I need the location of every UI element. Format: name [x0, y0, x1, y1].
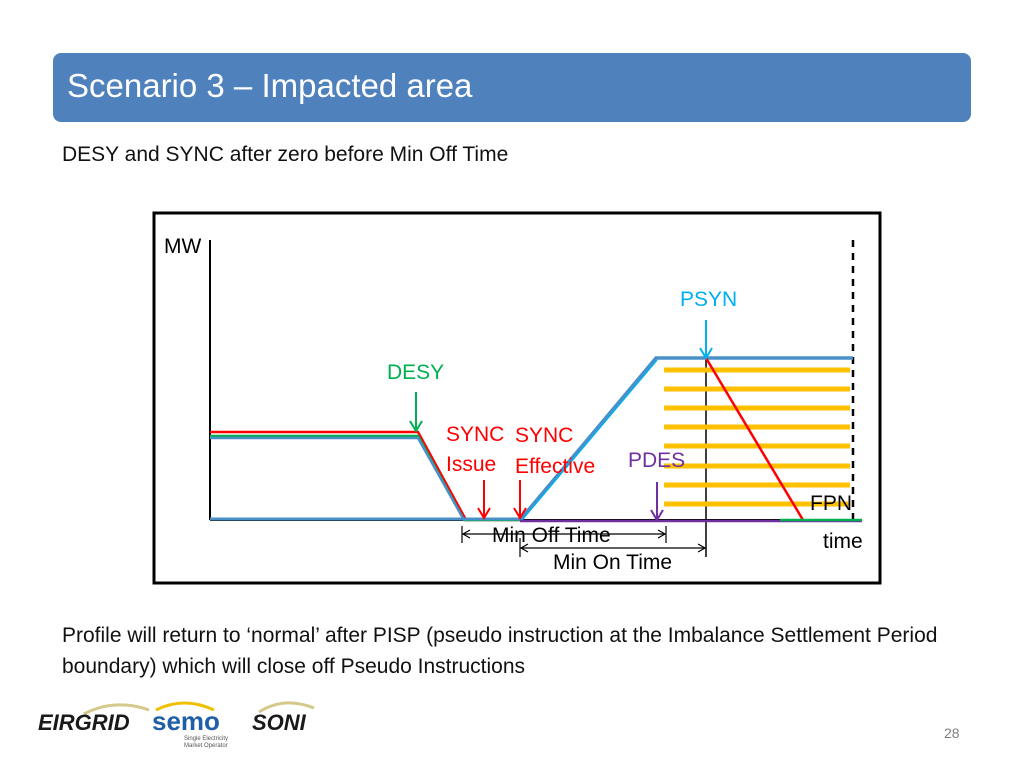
soni-logo: SONI [252, 701, 315, 735]
sync-ramp-line [518, 356, 853, 522]
semo-logo: semo Single Electricity Market Operator [152, 701, 228, 749]
slide-title: Scenario 3 – Impacted area [67, 67, 473, 104]
sync-effective-label-line2: Effective [515, 455, 595, 478]
min-on-time-label: Min On Time [553, 551, 672, 574]
sync-issue-label-line2: Issue [446, 453, 496, 476]
fpn-label: FPN [810, 492, 852, 515]
sync-issue-label-line1: SYNC [446, 423, 504, 446]
title-bar: Scenario 3 – Impacted area [53, 53, 971, 122]
min-on-time-bracket [519, 538, 707, 557]
svg-text:EIRGRID: EIRGRID [38, 710, 130, 735]
partner-logos: EIRGRID semo Single Electricity Market O… [38, 701, 315, 749]
eirgrid-logo: EIRGRID [38, 703, 150, 735]
diagram-frame [152, 211, 882, 585]
psyn-label: PSYN [680, 288, 737, 311]
min-off-time-label: Min Off Time [492, 524, 611, 547]
slide-subtitle: DESY and SYNC after zero before Min Off … [62, 143, 509, 166]
svg-text:Single Electricity: Single Electricity [184, 736, 228, 742]
sync-ramp-highlight [521, 359, 658, 521]
svg-text:semo: semo [152, 706, 220, 736]
min-off-time-bracket [461, 526, 667, 543]
green-profile-line [210, 434, 520, 522]
footer-note: Profile will return to ‘normal’ after PI… [62, 624, 938, 678]
blue-profile-line [210, 436, 466, 521]
sync-effective-label-line1: SYNC [515, 424, 573, 447]
pdes-label: PDES [628, 449, 685, 472]
desy-label: DESY [387, 361, 444, 384]
impacted-area-hatch [664, 367, 850, 507]
svg-text:Market Operator: Market Operator [184, 743, 228, 749]
mw-axis-label: MW [164, 235, 201, 258]
svg-text:SONI: SONI [252, 710, 307, 735]
page-number: 28 [944, 725, 960, 741]
time-axis-label: time [823, 530, 863, 553]
desync-ramp-line [704, 357, 805, 521]
